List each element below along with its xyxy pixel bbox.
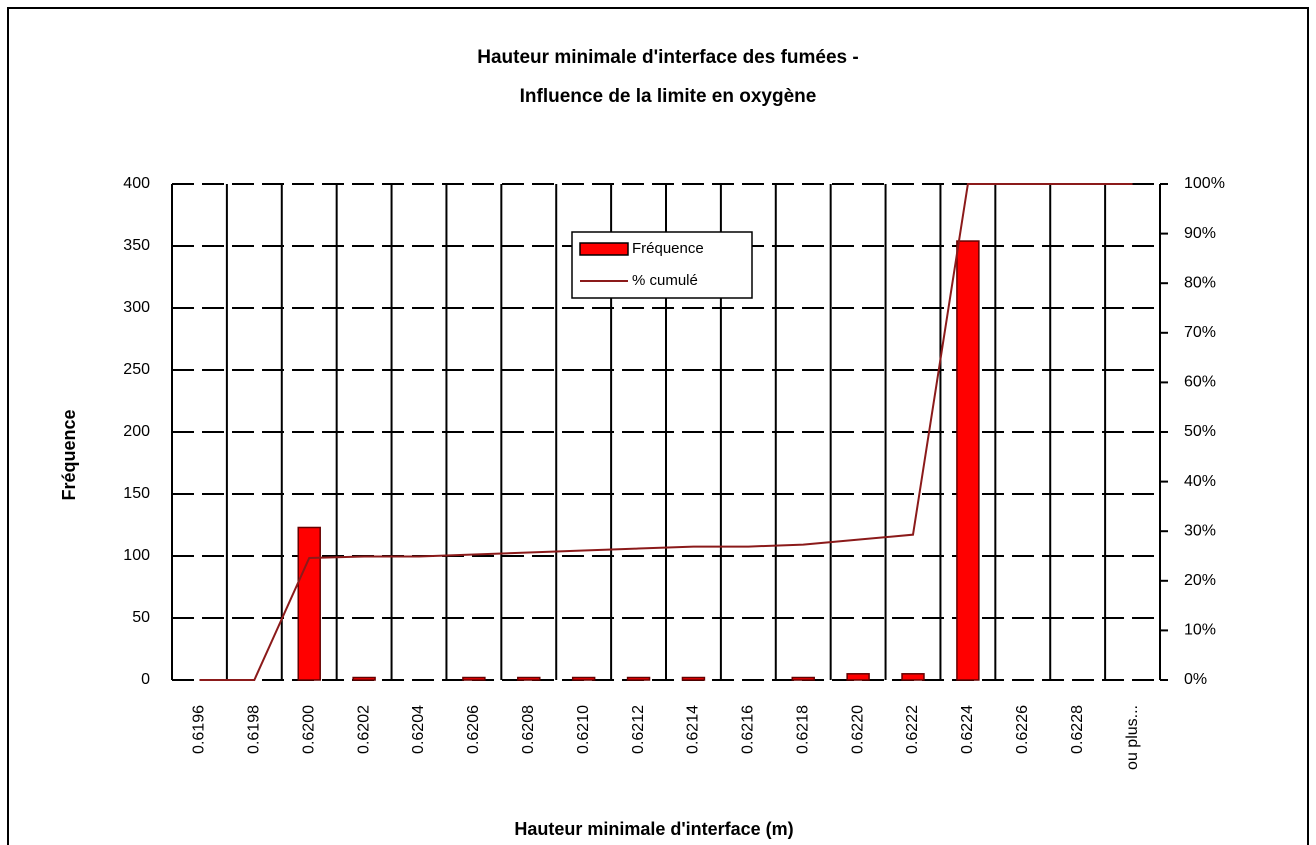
chart-subtitle: Influence de la limite en oxygène: [520, 86, 817, 107]
x-tick-label: 0.6202: [355, 705, 372, 754]
y2-tick-label: 0%: [1184, 671, 1207, 688]
x-tick-label: 0.6212: [630, 705, 647, 754]
x-tick-label: 0.6218: [794, 705, 811, 754]
bar: [901, 673, 925, 681]
cumulative-line: [199, 183, 1133, 681]
y2-tick-label: 30%: [1184, 522, 1216, 539]
x-tick-label: 0.6222: [904, 705, 921, 754]
x-tick-label: 0.6228: [1069, 705, 1086, 754]
y2-tick-label: 70%: [1184, 324, 1216, 341]
y-tick-label: 50: [132, 609, 150, 626]
x-tick-label: 0.6196: [191, 705, 208, 754]
x-tick-label: 0.6204: [410, 705, 427, 754]
y2-tick-label: 90%: [1184, 225, 1216, 242]
x-tick-label: 0.6224: [959, 705, 976, 754]
y-tick-label: 400: [123, 175, 150, 192]
chart-frame: [7, 7, 1309, 845]
y-tick-label: 200: [123, 423, 150, 440]
y-axis-label: Fréquence: [59, 409, 79, 500]
y2-tick-label: 40%: [1184, 473, 1216, 490]
x-tick-label: 0.6216: [740, 705, 757, 754]
legend-label: Fréquence: [632, 240, 704, 257]
legend-swatch: [579, 242, 629, 256]
y2-tick-label: 10%: [1184, 622, 1216, 639]
bar: [517, 676, 541, 681]
x-tick-label: 0.6198: [246, 705, 263, 754]
y-tick-label: 100: [123, 547, 150, 564]
y2-tick-label: 100%: [1184, 175, 1225, 192]
y2-tick-label: 60%: [1184, 374, 1216, 391]
bar: [352, 676, 376, 681]
x-tick-label: 0.6226: [1014, 705, 1031, 754]
y2-tick-label: 50%: [1184, 423, 1216, 440]
y-tick-label: 0: [141, 671, 150, 688]
x-tick-label: 0.6210: [575, 705, 592, 754]
x-tick-label: 0.6208: [520, 705, 537, 754]
bar: [791, 676, 815, 681]
x-tick-label: 0.6206: [465, 705, 482, 754]
chart-title: Hauteur minimale d'interface des fumées …: [477, 47, 858, 68]
bar: [297, 526, 321, 681]
y2-tick-label: 20%: [1184, 572, 1216, 589]
bar: [626, 676, 651, 681]
y2-tick-label: 80%: [1184, 274, 1216, 291]
x-tick-label: ou plus...: [1124, 705, 1141, 770]
y-tick-label: 250: [123, 361, 150, 378]
x-axis-label: Hauteur minimale d'interface (m): [514, 819, 793, 839]
y-tick-label: 350: [123, 237, 150, 254]
bar: [956, 240, 980, 681]
x-tick-label: 0.6220: [849, 705, 866, 754]
y-tick-label: 150: [123, 485, 150, 502]
y-tick-label: 300: [123, 299, 150, 316]
x-tick-label: 0.6214: [685, 705, 702, 754]
bar: [571, 676, 596, 681]
legend-label: % cumulé: [632, 272, 698, 289]
bar: [681, 676, 706, 681]
x-tick-label: 0.6200: [300, 705, 317, 754]
bar: [846, 673, 870, 681]
bar: [462, 676, 486, 681]
